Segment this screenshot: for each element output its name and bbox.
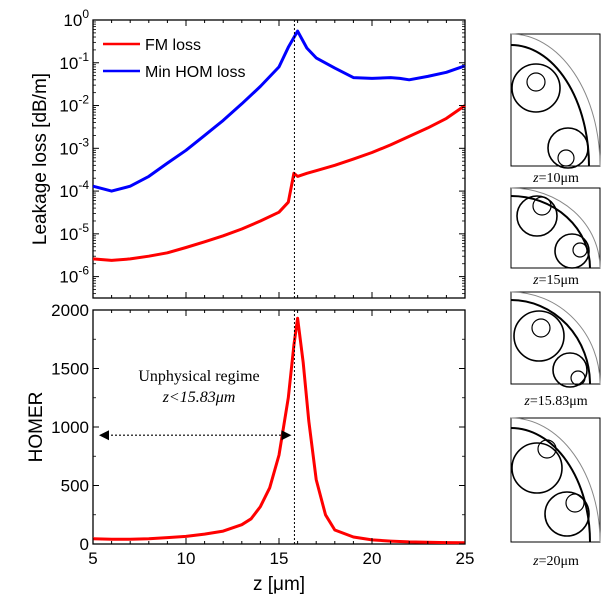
annotation-line-1: Unphysical regime — [138, 368, 259, 385]
x-tick-label: 5 — [88, 549, 97, 568]
legend-label-min-hom-loss: Min HOM loss — [145, 64, 245, 81]
tube-nested-small — [526, 72, 546, 92]
bottom-ticks-group: 0 500 1000 1500 2000 5 10 15 20 25 — [51, 301, 474, 568]
y-tick-label: 2000 — [51, 301, 89, 320]
tube-lower — [554, 233, 590, 269]
y-tick-exponent: 0 — [82, 7, 89, 21]
y-tick-label: 100 — [63, 7, 89, 30]
top-y-axis-label: Leakage loss [dB/m] — [30, 73, 51, 245]
tube-large — [516, 195, 558, 237]
inset-frame — [510, 291, 601, 385]
inset-caption: z=15μm — [532, 273, 579, 288]
jacket-outer-arc — [510, 33, 601, 167]
top-series-group — [92, 29, 466, 262]
tube-lower — [552, 352, 588, 388]
inset-frame — [510, 33, 601, 167]
y-tick-exponent: -3 — [78, 135, 89, 149]
y-tick-base: 10 — [59, 139, 78, 158]
cladding-inner-arc — [510, 427, 591, 543]
y-tick-base: 10 — [59, 182, 78, 201]
cladding-inner-arc — [510, 299, 591, 385]
y-tick-exponent: -6 — [78, 264, 89, 278]
x-tick-label: 15 — [270, 549, 289, 568]
series-line-fm-loss — [92, 104, 466, 262]
tube-lower-nested — [570, 370, 586, 386]
jacket-outer-arc — [510, 417, 601, 543]
series-line-homer — [92, 316, 466, 545]
x-tick-label: 25 — [456, 549, 475, 568]
y-tick-label: 10-2 — [59, 93, 89, 116]
y-tick-label: 10-6 — [59, 264, 89, 287]
inset-caption: z=10μm — [532, 171, 579, 186]
y-tick-base: 10 — [59, 54, 78, 73]
y-tick-label: 1000 — [51, 418, 89, 437]
inset-caption: z=20μm — [532, 554, 579, 569]
bottom-y-axis-label: HOMER — [26, 392, 47, 463]
y-tick-base: 10 — [59, 268, 78, 287]
y-tick-label: 10-3 — [59, 135, 89, 158]
x-tick-label: 20 — [363, 549, 382, 568]
tube-nested-small — [531, 318, 551, 338]
tube-large — [513, 310, 565, 362]
series-line-min-hom-loss — [92, 29, 466, 193]
y-tick-base: 10 — [59, 225, 78, 244]
inset-z15-83: z=15.83μm — [510, 291, 601, 409]
y-tick-exponent: -4 — [78, 178, 89, 192]
tube-lower — [547, 127, 589, 169]
y-tick-label: 10-1 — [59, 50, 89, 73]
bottom-plot-frame — [92, 309, 466, 545]
legend-label-fm-loss: FM loss — [145, 37, 201, 54]
x-axis-label: z [μm] — [253, 574, 305, 595]
arrowhead-left-icon — [99, 430, 109, 441]
tube-nested-small — [532, 196, 552, 216]
y-tick-exponent: -1 — [78, 50, 89, 64]
arrowhead-right-icon — [281, 430, 292, 441]
x-tick-label: 10 — [177, 549, 196, 568]
inset-frame — [510, 187, 601, 269]
legend: FM loss Min HOM loss — [103, 37, 245, 81]
y-tick-label: 1500 — [51, 360, 89, 379]
homer-panel: 0 500 1000 1500 2000 5 10 15 20 25 HOMER z [μm] U… — [26, 301, 474, 595]
fiber-cross-section-insets: z=10μm z=15μm z=15.83μm — [510, 33, 601, 569]
bottom-series-group — [92, 316, 466, 545]
inset-z10: z=10μm — [510, 33, 601, 186]
annotation-line-2: z<15.83μm — [162, 389, 236, 406]
tube-large — [511, 442, 563, 494]
y-tick-label: 10-5 — [59, 221, 89, 244]
tube-lower-nested — [565, 493, 585, 513]
inset-z15: z=15μm — [510, 187, 601, 288]
y-tick-label: 0 — [80, 535, 89, 554]
cladding-inner-arc — [510, 44, 590, 167]
y-tick-label: 10-4 — [59, 178, 89, 201]
tube-large — [511, 63, 561, 113]
tube-nested-small — [537, 439, 557, 459]
jacket-outer-arc — [510, 291, 601, 385]
inset-z20: z=20μm — [510, 417, 601, 569]
unphysical-regime-annotation: Unphysical regime z<15.83μm — [99, 368, 292, 441]
tube-lower-nested — [572, 242, 588, 258]
inset-caption: z=15.83μm — [523, 394, 587, 409]
y-tick-base: 10 — [63, 11, 82, 30]
y-tick-label: 500 — [61, 477, 89, 496]
y-tick-exponent: -2 — [78, 93, 89, 107]
y-tick-base: 10 — [59, 97, 78, 116]
tube-lower — [544, 491, 590, 537]
jacket-outer-arc — [510, 187, 601, 269]
tube-lower-nested — [557, 149, 575, 167]
inset-frame — [510, 417, 601, 543]
y-tick-exponent: -5 — [78, 221, 89, 235]
